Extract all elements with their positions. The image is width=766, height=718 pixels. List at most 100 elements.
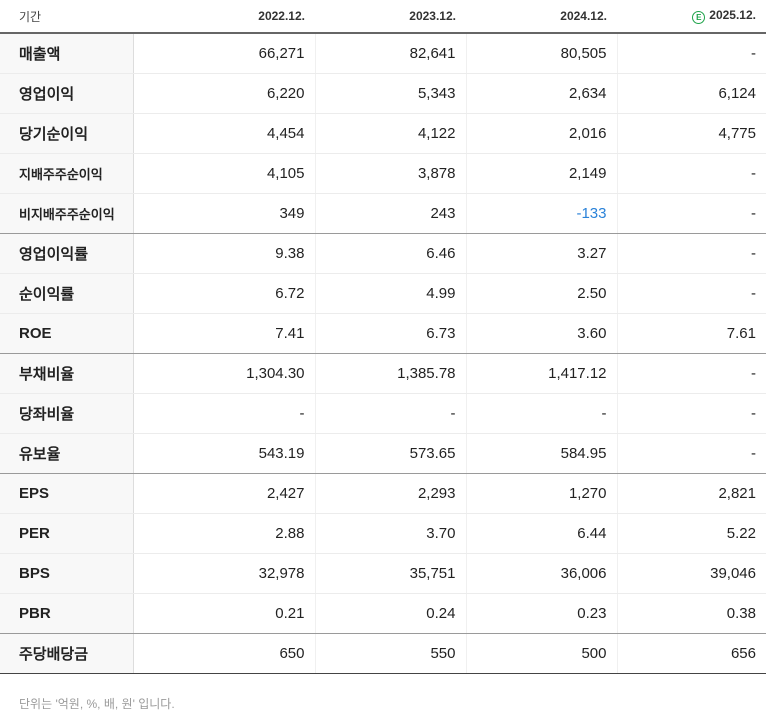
row-label: 주당배당금 [0, 633, 134, 674]
table-row: PBR 0.21 0.24 0.23 0.38 [0, 593, 766, 634]
value-cell: 2.50 [466, 273, 618, 314]
value-cell: 1,270 [466, 473, 618, 514]
table-row: 순이익률 6.72 4.99 2.50- [0, 273, 766, 314]
row-label: 당기순이익 [0, 113, 134, 154]
value-cell: 7.61 [617, 313, 766, 354]
table-row: ROE 7.41 6.73 3.60 7.61 [0, 313, 766, 354]
value-cell: 6.73 [315, 313, 467, 354]
value-cell: - [133, 393, 316, 434]
value-cell: 656 [617, 633, 766, 674]
value-cell: 584.95 [466, 433, 618, 474]
financial-summary-table: 기간 2022.12. 2023.12. 2024.12. E 2025.12. … [0, 0, 766, 674]
row-label: 영업이익률 [0, 233, 134, 274]
value-cell: 2,821 [617, 473, 766, 514]
value-cell: - [617, 393, 766, 434]
value-cell: 543.19 [133, 433, 316, 474]
estimate-icon: E [692, 11, 706, 24]
value-cell: 1,417.12 [466, 353, 618, 394]
value-cell: 66,271 [133, 33, 316, 74]
year-header: 2024.12. [466, 0, 617, 34]
year-header-estimate: E 2025.12. [617, 0, 766, 34]
value-cell: 1,304.30 [133, 353, 316, 394]
value-cell: - [617, 33, 766, 74]
table-header-row: 기간 2022.12. 2023.12. 2024.12. E 2025.12. [0, 0, 766, 34]
value-cell: 0.23 [466, 593, 618, 634]
value-cell: 349 [133, 193, 316, 234]
row-label: 순이익률 [0, 273, 134, 314]
value-cell: 6.44 [466, 513, 618, 554]
value-cell: -133 [466, 193, 618, 234]
table-row: BPS 32,978 35,751 36,006 39,046 [0, 553, 766, 594]
value-cell: 5.22 [617, 513, 766, 554]
value-cell: 4,454 [133, 113, 316, 154]
value-cell: 5,343 [315, 73, 467, 114]
value-cell: 3.27 [466, 233, 618, 274]
table-row: PER 2.88 3.70 6.44 5.22 [0, 513, 766, 554]
value-cell: 2,634 [466, 73, 618, 114]
value-cell: - [315, 393, 467, 434]
value-cell: - [617, 233, 766, 274]
row-label: 지배주주순이익 [0, 153, 134, 194]
period-header: 기간 [0, 0, 133, 34]
row-label: 영업이익 [0, 73, 134, 114]
value-cell: 573.65 [315, 433, 467, 474]
table-row: 영업이익률 9.38 6.46 3.27- [0, 233, 766, 274]
year-header-label: 2025.12. [709, 8, 756, 22]
value-cell: 2.88 [133, 513, 316, 554]
value-cell: 36,006 [466, 553, 618, 594]
value-cell: 80,505 [466, 33, 618, 74]
value-cell: 6.72 [133, 273, 316, 314]
value-cell: 1,385.78 [315, 353, 467, 394]
table-row: 주당배당금 650 550 500 656 [0, 633, 766, 674]
value-cell: - [617, 193, 766, 234]
table-row: 부채비율 1,304.30 1,385.78 1,417.12- [0, 353, 766, 394]
value-cell: - [617, 273, 766, 314]
row-label: EPS [0, 473, 134, 514]
value-cell: 6,124 [617, 73, 766, 114]
table-row: 지배주주순이익 4,105 3,878 2,149- [0, 153, 766, 194]
value-cell: 32,978 [133, 553, 316, 594]
value-cell: 35,751 [315, 553, 467, 594]
row-label: PBR [0, 593, 134, 634]
value-cell: 82,641 [315, 33, 467, 74]
table-row: 영업이익 6,220 5,343 2,634 6,124 [0, 73, 766, 114]
value-cell: 39,046 [617, 553, 766, 594]
row-label: 매출액 [0, 33, 134, 74]
value-cell: - [617, 153, 766, 194]
value-cell: 4,122 [315, 113, 467, 154]
value-cell: 500 [466, 633, 618, 674]
value-cell: 0.24 [315, 593, 467, 634]
table-row: 당좌비율 - - - - [0, 393, 766, 434]
value-cell: 4.99 [315, 273, 467, 314]
value-cell: 2,149 [466, 153, 618, 194]
value-cell: 550 [315, 633, 467, 674]
value-cell: 3,878 [315, 153, 467, 194]
value-cell: 0.38 [617, 593, 766, 634]
row-label: BPS [0, 553, 134, 594]
row-label: 당좌비율 [0, 393, 134, 434]
row-label: 유보율 [0, 433, 134, 474]
value-cell: 0.21 [133, 593, 316, 634]
value-cell: 7.41 [133, 313, 316, 354]
value-cell: 4,105 [133, 153, 316, 194]
table-row: 매출액 66,271 82,641 80,505- [0, 33, 766, 74]
table-row: 비지배주주순이익 349 243 -133- [0, 193, 766, 234]
value-cell: - [466, 393, 618, 434]
value-cell: 3.60 [466, 313, 618, 354]
value-cell: 2,427 [133, 473, 316, 514]
table-row: 유보율 543.19 573.65 584.95- [0, 433, 766, 474]
value-cell: 3.70 [315, 513, 467, 554]
row-label: PER [0, 513, 134, 554]
row-label: 비지배주주순이익 [0, 193, 134, 234]
row-label: ROE [0, 313, 134, 354]
value-cell: 650 [133, 633, 316, 674]
value-cell: - [617, 433, 766, 474]
table-row: 당기순이익 4,454 4,122 2,016 4,775 [0, 113, 766, 154]
value-cell: 6,220 [133, 73, 316, 114]
value-cell: 2,016 [466, 113, 618, 154]
value-cell: 9.38 [133, 233, 316, 274]
value-cell: 243 [315, 193, 467, 234]
value-cell: 4,775 [617, 113, 766, 154]
row-label: 부채비율 [0, 353, 134, 394]
table-row: EPS 2,427 2,293 1,270 2,821 [0, 473, 766, 514]
